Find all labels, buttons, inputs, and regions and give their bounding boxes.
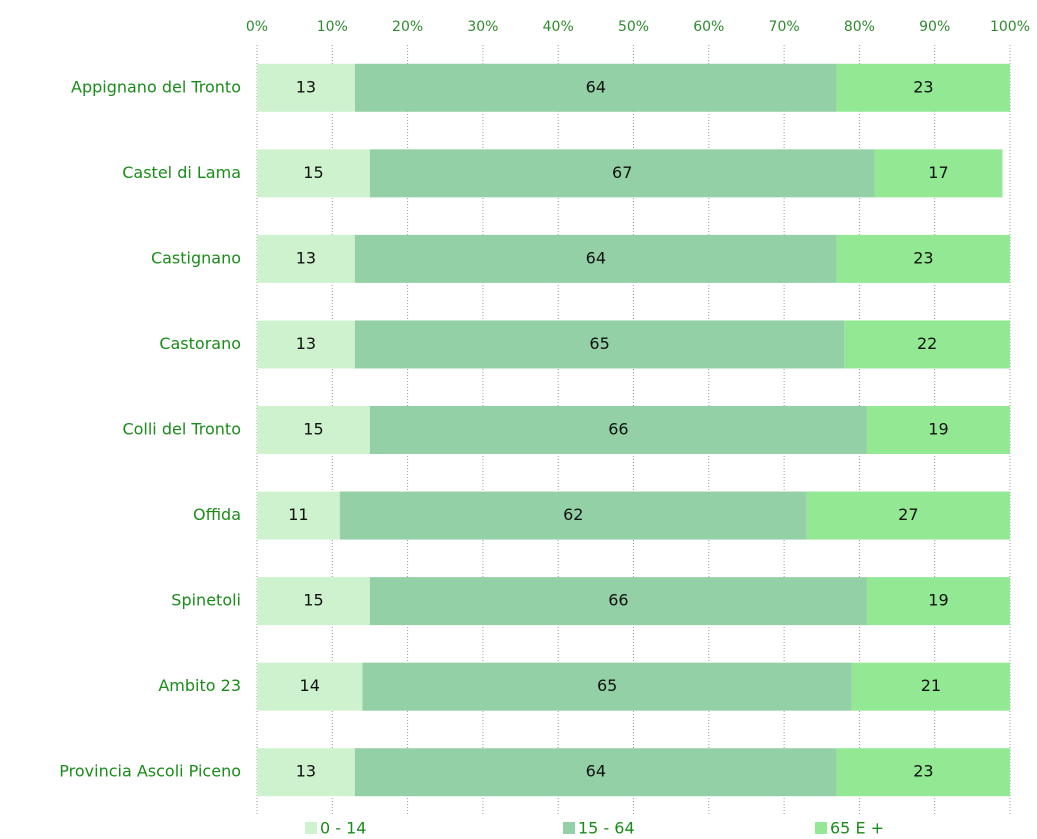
bar-segment: [362, 662, 852, 711]
x-tick-label: 50%: [618, 19, 649, 35]
value-label: 21: [921, 676, 941, 695]
value-label: 62: [563, 505, 583, 524]
bar-segment: [257, 63, 355, 112]
legend-label: 15 - 64: [578, 819, 635, 838]
value-label: 13: [296, 762, 316, 781]
value-label: 66: [608, 591, 628, 610]
x-tick-label: 10%: [317, 19, 348, 35]
value-label: 19: [928, 420, 948, 439]
value-label: 13: [296, 77, 316, 96]
bar-segment: [369, 577, 867, 626]
x-tick-label: 80%: [844, 19, 875, 35]
x-tick-label: 20%: [392, 19, 423, 35]
category-label: Appignano del Tronto: [71, 77, 241, 96]
value-label: 23: [913, 248, 933, 267]
bar-segment: [369, 149, 875, 198]
bar-segment: [257, 320, 355, 369]
legend-swatch: [305, 822, 317, 834]
bar-segment: [257, 491, 340, 540]
value-label: 66: [608, 420, 628, 439]
legend-swatch: [563, 822, 575, 834]
value-label: 27: [898, 505, 918, 524]
bar-segment: [257, 149, 370, 198]
category-label: Castignano: [151, 248, 241, 267]
bar-segment: [257, 577, 370, 626]
category-label: Castel di Lama: [122, 163, 241, 182]
value-label: 64: [586, 248, 606, 267]
x-tick-label: 70%: [769, 19, 800, 35]
value-label: 13: [296, 334, 316, 353]
bar-segment: [844, 320, 1010, 369]
x-tick-label: 0%: [246, 19, 268, 35]
value-label: 15: [303, 591, 323, 610]
value-label: 19: [928, 591, 948, 610]
x-tick-label: 60%: [693, 19, 724, 35]
bar-segment: [339, 491, 807, 540]
category-label: Colli del Tronto: [122, 420, 241, 439]
value-label: 64: [586, 77, 606, 96]
value-label: 15: [303, 420, 323, 439]
bar-segment: [836, 748, 1010, 797]
bar-segment: [874, 149, 1003, 198]
value-label: 11: [288, 505, 308, 524]
bar-segment: [836, 234, 1010, 283]
x-tick-label: 40%: [543, 19, 574, 35]
x-tick-label: 30%: [467, 19, 498, 35]
value-label: 65: [597, 676, 617, 695]
legend-label: 0 - 14: [320, 819, 366, 838]
bar-segment: [866, 577, 1010, 626]
category-label: Spinetoli: [171, 591, 241, 610]
value-label: 23: [913, 77, 933, 96]
bar-segment: [836, 63, 1010, 112]
value-label: 14: [300, 676, 320, 695]
category-label: Ambito 23: [158, 676, 241, 695]
value-label: 64: [586, 762, 606, 781]
value-label: 13: [296, 248, 316, 267]
value-label: 67: [612, 163, 632, 182]
bar-segment: [369, 406, 867, 454]
bar-segment: [806, 491, 1010, 540]
value-label: 17: [928, 163, 948, 182]
value-label: 15: [303, 163, 323, 182]
bar-segment: [257, 234, 355, 283]
category-label: Offida: [193, 505, 241, 524]
bar-segment: [257, 662, 363, 711]
legend-swatch: [815, 822, 827, 834]
value-label: 22: [917, 334, 937, 353]
category-label: Castorano: [159, 334, 241, 353]
value-label: 65: [589, 334, 609, 353]
bar-segment: [354, 234, 837, 283]
bar-segment: [257, 748, 355, 797]
legend-label: 65 E +: [830, 819, 884, 838]
bar-segment: [354, 320, 845, 369]
x-tick-label: 90%: [919, 19, 950, 35]
category-label: Provincia Ascoli Piceno: [59, 762, 241, 781]
bar-segment: [354, 63, 837, 112]
bar-segment: [866, 406, 1010, 454]
bar-segment: [257, 406, 370, 454]
value-label: 23: [913, 762, 933, 781]
bar-segment: [851, 662, 1010, 711]
bar-segment: [354, 748, 837, 797]
x-tick-label: 100%: [990, 19, 1030, 35]
